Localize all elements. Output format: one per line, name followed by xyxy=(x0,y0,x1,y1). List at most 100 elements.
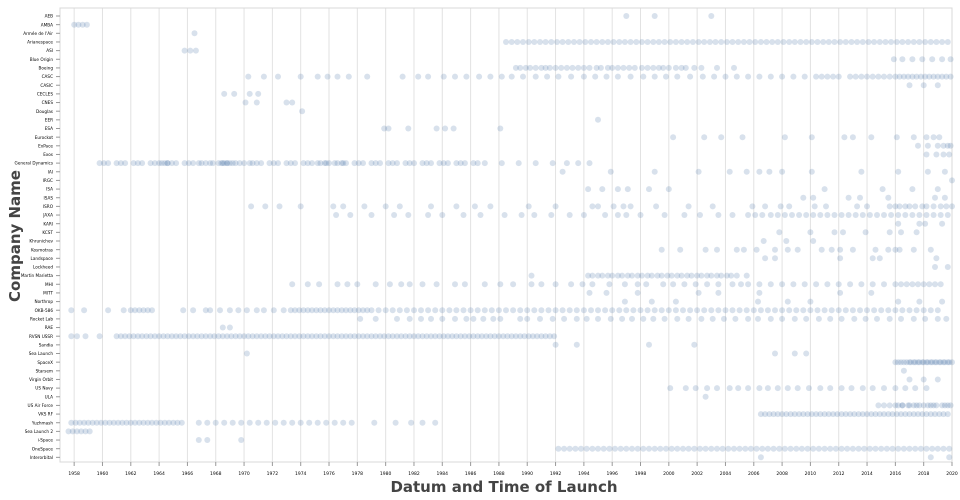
data-point xyxy=(498,160,505,167)
data-point xyxy=(859,212,866,218)
data-point xyxy=(589,281,596,288)
data-point xyxy=(774,212,781,218)
data-point xyxy=(889,445,896,452)
data-point xyxy=(351,160,358,167)
y-tick-label: ExPace xyxy=(38,143,53,148)
data-point xyxy=(815,315,822,322)
data-point xyxy=(910,134,917,141)
data-point xyxy=(903,359,910,366)
data-point xyxy=(151,160,158,167)
data-point xyxy=(113,160,120,167)
data-point xyxy=(772,350,778,357)
data-point xyxy=(392,419,399,426)
data-point xyxy=(767,315,774,322)
data-point xyxy=(527,64,534,71)
data-point xyxy=(640,445,647,452)
data-point xyxy=(832,445,839,452)
data-point xyxy=(845,194,852,201)
data-point xyxy=(689,39,696,45)
data-point xyxy=(899,39,906,45)
data-point xyxy=(144,307,151,314)
data-point xyxy=(355,333,362,340)
data-point xyxy=(449,333,456,340)
data-point xyxy=(221,419,228,426)
data-point xyxy=(514,39,521,45)
data-point xyxy=(847,281,854,288)
data-point xyxy=(864,73,870,80)
data-point xyxy=(869,73,876,80)
data-point xyxy=(932,411,938,418)
data-point xyxy=(757,39,764,45)
data-points xyxy=(65,13,955,461)
data-point xyxy=(838,411,845,418)
data-point xyxy=(774,411,781,418)
data-point xyxy=(912,359,919,366)
data-point xyxy=(292,333,298,340)
data-point xyxy=(848,385,855,392)
data-point xyxy=(934,82,941,89)
data-point xyxy=(796,212,803,218)
data-point xyxy=(667,385,674,392)
data-point xyxy=(869,385,876,392)
data-point xyxy=(767,281,774,288)
data-point xyxy=(786,39,793,45)
data-point xyxy=(555,445,562,452)
data-point xyxy=(871,39,878,45)
data-point xyxy=(593,64,600,71)
data-point xyxy=(892,307,899,314)
data-point xyxy=(347,307,354,314)
data-point xyxy=(634,445,641,452)
data-point xyxy=(616,39,623,45)
data-point xyxy=(893,411,900,418)
data-point xyxy=(89,419,96,426)
data-point xyxy=(764,445,771,452)
data-point xyxy=(835,281,842,288)
data-point xyxy=(658,272,665,279)
data-point xyxy=(916,402,923,409)
data-point xyxy=(68,419,75,426)
data-point xyxy=(899,402,906,409)
data-point xyxy=(708,13,715,19)
data-point xyxy=(134,160,141,167)
data-point xyxy=(436,160,443,167)
data-point xyxy=(478,333,485,340)
data-point xyxy=(340,419,347,426)
data-point xyxy=(470,160,477,167)
data-point xyxy=(627,203,634,210)
y-tick-label: AMBA xyxy=(41,22,53,27)
data-point xyxy=(156,333,163,340)
data-point xyxy=(813,281,820,288)
data-point xyxy=(76,419,83,426)
data-point xyxy=(735,39,742,45)
data-point xyxy=(871,307,878,314)
data-point xyxy=(900,445,907,452)
data-point xyxy=(136,307,143,314)
data-point xyxy=(883,445,890,452)
data-point xyxy=(343,333,349,340)
data-point xyxy=(837,255,844,262)
data-point xyxy=(491,333,498,340)
data-point xyxy=(944,359,951,366)
data-point xyxy=(621,39,628,45)
data-point xyxy=(306,419,313,426)
data-point xyxy=(793,445,800,452)
data-point xyxy=(927,402,934,409)
data-point xyxy=(779,168,786,175)
x-tick-label: 1998 xyxy=(635,471,647,477)
data-point xyxy=(859,411,866,418)
data-point xyxy=(764,307,771,314)
data-point xyxy=(881,281,887,288)
data-point xyxy=(898,315,904,322)
data-point xyxy=(745,315,752,322)
data-point xyxy=(803,39,810,45)
data-point xyxy=(497,315,504,322)
data-point xyxy=(232,333,239,340)
data-point xyxy=(886,73,893,80)
data-point xyxy=(589,445,596,452)
data-point xyxy=(919,56,926,63)
data-point xyxy=(474,160,481,167)
data-point xyxy=(898,281,904,288)
data-point xyxy=(207,307,214,314)
data-point xyxy=(900,359,907,366)
data-point xyxy=(698,315,705,322)
